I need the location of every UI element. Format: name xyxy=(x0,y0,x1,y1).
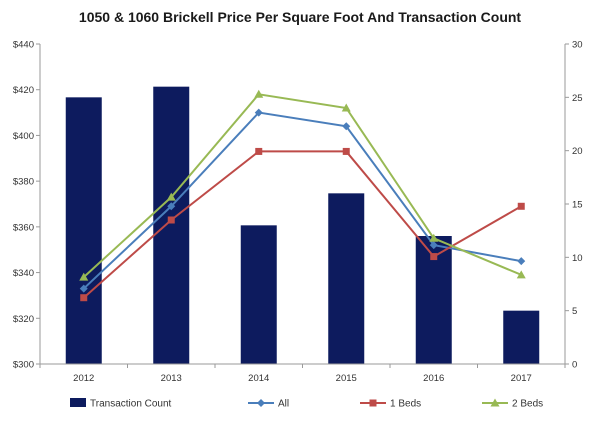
bar-transaction-count xyxy=(153,86,190,365)
x-tick-label: 2015 xyxy=(336,373,357,384)
x-tick-label: 2014 xyxy=(248,373,269,384)
legend-label-1-beds: 1 Beds xyxy=(390,399,421,410)
legend-label-transaction-count: Transaction Count xyxy=(90,399,172,410)
left-tick-label: $380 xyxy=(13,177,34,188)
axes-layer: $300 $320 $340 $360 $380 $400 $420 $440 0 5 10 15 20… xyxy=(13,40,583,385)
legend-swatch-transaction-count xyxy=(70,398,86,407)
point-1-beds xyxy=(517,202,525,210)
left-tick-label: $400 xyxy=(13,131,34,142)
point-all xyxy=(79,284,88,293)
left-tick-label: $420 xyxy=(13,85,34,96)
point-1-beds xyxy=(342,147,350,155)
point-1-beds xyxy=(430,253,438,261)
right-tick-label: 15 xyxy=(572,200,583,211)
bar-transaction-count xyxy=(503,310,540,364)
point-2-beds xyxy=(166,192,176,201)
left-tick-label: $300 xyxy=(13,360,34,371)
point-all xyxy=(517,257,526,266)
x-tick-label: 2017 xyxy=(511,373,532,384)
point-1-beds xyxy=(255,147,263,155)
point-2-beds xyxy=(254,89,264,98)
lines-layer xyxy=(79,89,526,302)
left-tick-label: $440 xyxy=(13,40,34,51)
legend-label-all: All xyxy=(278,399,289,410)
legend: Transaction Count All 1 Beds 2 Beds xyxy=(70,398,543,410)
right-tick-label: 0 xyxy=(572,360,577,371)
bar-transaction-count xyxy=(328,193,365,364)
line-all xyxy=(83,111,522,290)
right-tick-label: 5 xyxy=(572,306,577,317)
point-all xyxy=(342,122,351,131)
right-tick-label: 30 xyxy=(572,40,583,51)
left-tick-label: $360 xyxy=(13,222,34,233)
bar-transaction-count xyxy=(65,97,102,364)
point-all xyxy=(254,108,263,117)
line-2-beds xyxy=(83,93,522,278)
right-tick-label: 25 xyxy=(572,93,583,104)
point-2-beds xyxy=(429,233,439,242)
legend-marker-2-beds xyxy=(490,398,500,407)
right-tick-label: 20 xyxy=(572,146,583,157)
x-tick-label: 2013 xyxy=(161,373,182,384)
bars-layer xyxy=(65,86,540,365)
left-tick-label: $320 xyxy=(13,314,34,325)
point-all xyxy=(167,202,176,211)
chart-title: 1050 & 1060 Brickell Price Per Square Fo… xyxy=(79,9,522,25)
point-1-beds xyxy=(80,294,88,302)
right-tick-label: 10 xyxy=(572,253,583,264)
legend-marker-1-beds xyxy=(369,399,377,407)
point-all xyxy=(429,241,438,250)
left-tick-label: $340 xyxy=(13,268,34,279)
x-tick-label: 2016 xyxy=(423,373,444,384)
legend-label-2-beds: 2 Beds xyxy=(512,399,543,410)
point-2-beds xyxy=(341,103,351,112)
legend-marker-all xyxy=(257,399,265,407)
line-1-beds xyxy=(83,150,522,299)
point-2-beds xyxy=(516,270,526,279)
point-2-beds xyxy=(79,272,89,281)
x-tick-label: 2012 xyxy=(73,373,94,384)
bar-transaction-count xyxy=(240,225,277,364)
point-1-beds xyxy=(167,216,175,224)
